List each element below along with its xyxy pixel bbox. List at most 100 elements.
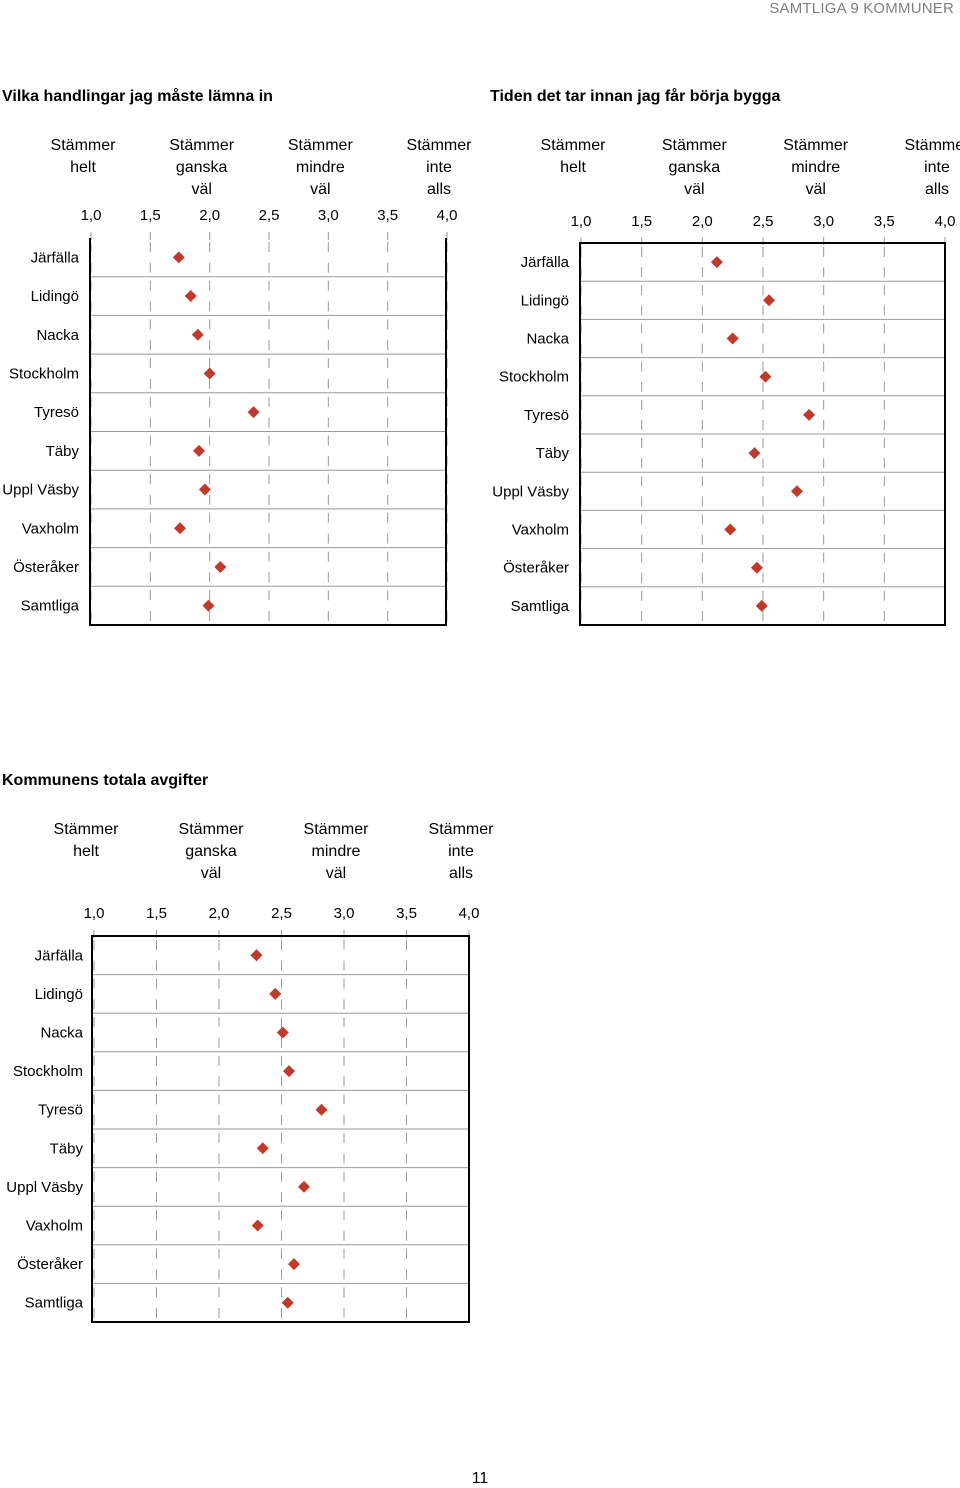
x-tick-label-3: 2,5 bbox=[753, 213, 774, 230]
x-tick-label-6: 4,0 bbox=[935, 213, 956, 230]
data-point-9 bbox=[202, 599, 215, 612]
data-point-2 bbox=[726, 332, 739, 345]
category-label-7: Vaxholm bbox=[22, 520, 79, 537]
data-point-2 bbox=[191, 328, 204, 341]
scale-label-1-line-1: ganska bbox=[185, 843, 237, 860]
x-tick-label-4: 3,0 bbox=[318, 207, 339, 224]
x-tick-label-6: 4,0 bbox=[437, 207, 458, 224]
category-label-3: Stockholm bbox=[9, 365, 79, 382]
x-tick-label-4: 3,0 bbox=[813, 213, 834, 230]
page-number: 11 bbox=[471, 1470, 489, 1487]
scale-label-1-line-2: väl bbox=[191, 181, 211, 198]
x-tick-label-1: 1,5 bbox=[146, 905, 167, 922]
category-label-6: Uppl Väsby bbox=[492, 483, 569, 500]
category-label-9: Samtliga bbox=[21, 598, 80, 615]
category-label-9: Samtliga bbox=[511, 598, 570, 615]
scale-label-1-line-0: Stämmer bbox=[179, 821, 245, 838]
category-label-5: Täby bbox=[46, 443, 80, 460]
scale-label-0-line-0: Stämmer bbox=[51, 137, 117, 154]
scale-label-2-line-0: Stämmer bbox=[288, 137, 354, 154]
scale-label-3-line-1: inte bbox=[426, 159, 452, 176]
category-label-8: Österåker bbox=[13, 558, 79, 576]
x-tick-label-0: 1,0 bbox=[84, 905, 105, 922]
scale-label-2-line-0: Stämmer bbox=[783, 137, 849, 154]
scale-label-1-line-1: ganska bbox=[176, 159, 228, 176]
data-point-9 bbox=[755, 599, 768, 612]
scale-label-3-line-1: inte bbox=[924, 159, 950, 176]
data-point-8 bbox=[750, 561, 763, 574]
x-tick-label-5: 3,5 bbox=[874, 213, 895, 230]
x-tick-label-0: 1,0 bbox=[571, 213, 592, 230]
scale-label-3-line-2: alls bbox=[449, 865, 473, 882]
plot-frame bbox=[579, 242, 946, 626]
scale-label-1-line-2: väl bbox=[684, 181, 704, 198]
category-label-1: Lidingö bbox=[31, 288, 79, 305]
data-point-7 bbox=[724, 523, 737, 536]
data-point-3 bbox=[203, 367, 216, 380]
data-point-5 bbox=[256, 1142, 269, 1155]
data-point-6 bbox=[790, 485, 803, 498]
scale-label-3-line-2: alls bbox=[427, 181, 451, 198]
category-label-0: Järfälla bbox=[521, 254, 570, 271]
x-tick-label-6: 4,0 bbox=[459, 905, 480, 922]
x-tick-label-2: 2,0 bbox=[692, 213, 713, 230]
data-point-5 bbox=[192, 444, 205, 457]
data-point-0 bbox=[172, 251, 185, 264]
x-tick-label-2: 2,0 bbox=[209, 905, 230, 922]
scale-label-3-line-0: Stämmer bbox=[905, 137, 960, 154]
category-label-5: Täby bbox=[536, 445, 570, 462]
data-point-7 bbox=[251, 1219, 264, 1232]
category-label-4: Tyresö bbox=[38, 1102, 83, 1119]
x-tick-label-0: 1,0 bbox=[81, 207, 102, 224]
scale-label-2-line-1: mindre bbox=[312, 843, 361, 860]
scale-label-1-line-0: Stämmer bbox=[662, 137, 728, 154]
x-tick-label-1: 1,5 bbox=[140, 207, 161, 224]
category-label-6: Uppl Väsby bbox=[2, 482, 79, 499]
category-label-0: Järfälla bbox=[31, 249, 80, 266]
category-label-4: Tyresö bbox=[34, 404, 79, 421]
data-point-8 bbox=[288, 1258, 300, 1271]
scale-label-2-line-1: mindre bbox=[791, 159, 840, 176]
category-label-8: Österåker bbox=[503, 559, 569, 577]
scale-label-0-line-1: helt bbox=[560, 159, 586, 176]
category-label-0: Järfälla bbox=[35, 947, 84, 964]
scale-label-2-line-2: väl bbox=[310, 181, 330, 198]
data-point-3 bbox=[759, 370, 772, 383]
scale-label-3-line-2: alls bbox=[925, 181, 949, 198]
page-header-label: SAMTLIGA 9 KOMMUNER bbox=[769, 0, 954, 17]
scale-label-0-line-1: helt bbox=[73, 843, 99, 860]
category-label-3: Stockholm bbox=[499, 369, 569, 386]
scale-label-0-line-0: Stämmer bbox=[541, 137, 607, 154]
category-label-3: Stockholm bbox=[13, 1063, 83, 1080]
data-point-1 bbox=[763, 294, 776, 307]
scale-label-3-line-0: Stämmer bbox=[429, 821, 495, 838]
scale-label-3-line-1: inte bbox=[448, 843, 474, 860]
category-label-2: Nacka bbox=[40, 1025, 83, 1042]
x-tick-label-5: 3,5 bbox=[396, 905, 417, 922]
data-point-4 bbox=[247, 406, 260, 419]
category-label-8: Österåker bbox=[17, 1255, 83, 1273]
data-point-8 bbox=[214, 560, 227, 573]
scale-label-0-line-0: Stämmer bbox=[54, 821, 120, 838]
scale-label-2-line-1: mindre bbox=[296, 159, 345, 176]
scale-label-0-line-1: helt bbox=[70, 159, 96, 176]
category-label-2: Nacka bbox=[36, 327, 79, 344]
category-label-7: Vaxholm bbox=[26, 1218, 83, 1235]
scale-label-1-line-2: väl bbox=[201, 865, 221, 882]
scale-label-2-line-0: Stämmer bbox=[304, 821, 370, 838]
x-tick-label-3: 2,5 bbox=[259, 207, 280, 224]
category-label-1: Lidingö bbox=[521, 292, 569, 309]
chart-documents: Stämmer helt Stämmer ganska väl Stämmer mindre… bbox=[2, 137, 472, 626]
plot-frame bbox=[89, 238, 447, 626]
x-tick-label-4: 3,0 bbox=[334, 905, 355, 922]
category-label-1: Lidingö bbox=[35, 986, 83, 1003]
category-label-9: Samtliga bbox=[25, 1295, 84, 1312]
scale-label-1-line-0: Stämmer bbox=[169, 137, 235, 154]
x-tick-label-3: 2,5 bbox=[271, 905, 292, 922]
plot-frame bbox=[91, 935, 470, 1323]
data-point-6 bbox=[198, 483, 211, 496]
x-tick-label-1: 1,5 bbox=[631, 213, 652, 230]
data-point-9 bbox=[281, 1296, 294, 1309]
scale-label-1-line-1: ganska bbox=[669, 159, 721, 176]
data-point-0 bbox=[250, 949, 263, 962]
